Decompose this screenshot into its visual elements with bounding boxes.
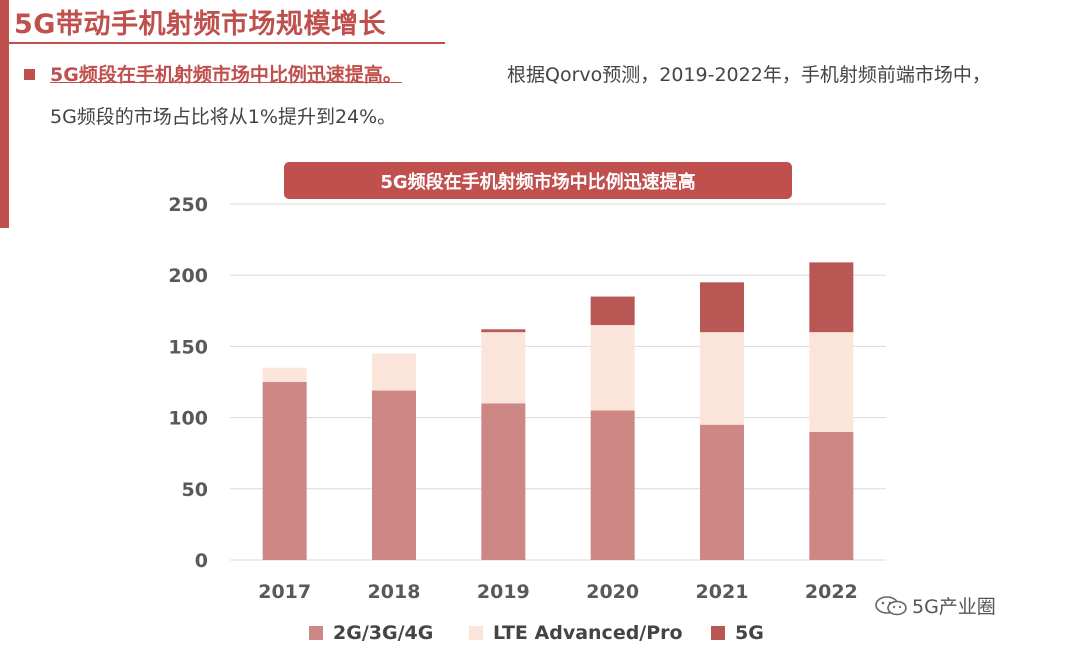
left-accent-bar bbox=[0, 0, 9, 228]
bar-segment bbox=[262, 367, 307, 382]
x-tick-label: 2022 bbox=[805, 581, 858, 603]
bar-segment bbox=[372, 353, 416, 391]
bar-segment bbox=[481, 329, 526, 333]
legend-item: LTE Advanced/Pro bbox=[469, 622, 683, 644]
legend-item: 5G bbox=[711, 622, 764, 644]
legend-swatch bbox=[469, 626, 483, 640]
bar-segment bbox=[262, 382, 307, 560]
source-badge-label: 5G产业圈 bbox=[912, 596, 996, 618]
source-badge: 5G产业圈 bbox=[874, 592, 996, 619]
x-tick-label: 2020 bbox=[586, 581, 639, 603]
y-tick-label: 250 bbox=[168, 194, 208, 216]
bar-segment bbox=[590, 410, 635, 560]
chart-title-banner: 5G频段在手机射频市场中比例迅速提高 bbox=[284, 162, 792, 199]
legend-label: 5G bbox=[735, 622, 764, 644]
bar-segment bbox=[809, 332, 854, 432]
y-tick-label: 100 bbox=[168, 408, 208, 430]
bar-segment bbox=[700, 332, 744, 425]
bar-segment bbox=[809, 262, 854, 333]
legend-label: 2G/3G/4G bbox=[333, 622, 434, 644]
y-tick-label: 0 bbox=[195, 550, 208, 572]
y-tick-label: 50 bbox=[182, 479, 208, 501]
x-tick-label: 2019 bbox=[477, 581, 530, 603]
bar-segment bbox=[700, 424, 744, 560]
x-tick-label: 2017 bbox=[258, 581, 311, 603]
bar-segment bbox=[809, 431, 854, 560]
page-title: 5G带动手机射频市场规模增长 bbox=[14, 9, 386, 40]
bullet-continuation: 5G频段的市场占比将从1%提升到24%。 bbox=[50, 106, 397, 128]
legend-label: LTE Advanced/Pro bbox=[493, 622, 683, 644]
bullet-lead: 5G频段在手机射频市场中比例迅速提高。 bbox=[50, 64, 402, 86]
bar-segment bbox=[590, 325, 635, 411]
bar-segment bbox=[372, 390, 416, 560]
x-tick-label: 2018 bbox=[368, 581, 421, 603]
legend-item: 2G/3G/4G bbox=[309, 622, 433, 644]
title-underline bbox=[9, 42, 445, 44]
x-tick-label: 2021 bbox=[696, 581, 749, 603]
bar-segment bbox=[590, 296, 635, 326]
y-tick-label: 200 bbox=[168, 265, 208, 287]
bullet-square-icon bbox=[24, 69, 35, 80]
y-tick-label: 150 bbox=[168, 336, 208, 358]
bar-segment bbox=[481, 403, 526, 560]
legend-swatch bbox=[309, 626, 323, 640]
legend-swatch bbox=[711, 626, 725, 640]
bar-segment bbox=[700, 282, 744, 333]
bullet-text: 根据Qorvo预测，2019-2022年，手机射频前端市场中， bbox=[507, 64, 991, 86]
wechat-icon bbox=[875, 596, 907, 616]
bar-segment bbox=[481, 332, 526, 404]
